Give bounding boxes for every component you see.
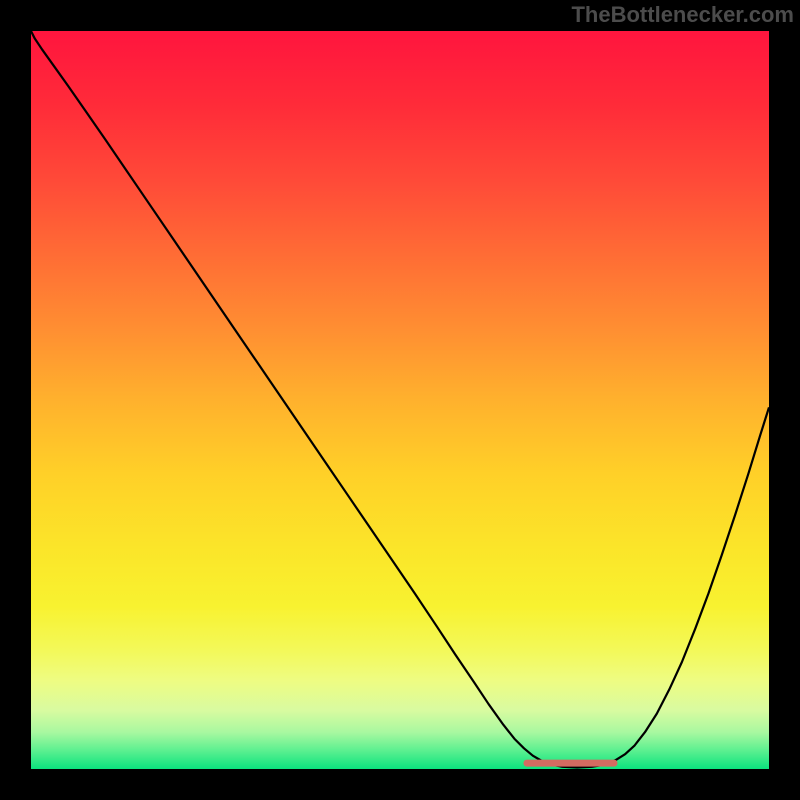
watermark-text: TheBottlenecker.com [571, 2, 794, 28]
curve-layer [31, 31, 769, 769]
plot-area [31, 31, 769, 769]
bottleneck-curve [31, 31, 769, 768]
